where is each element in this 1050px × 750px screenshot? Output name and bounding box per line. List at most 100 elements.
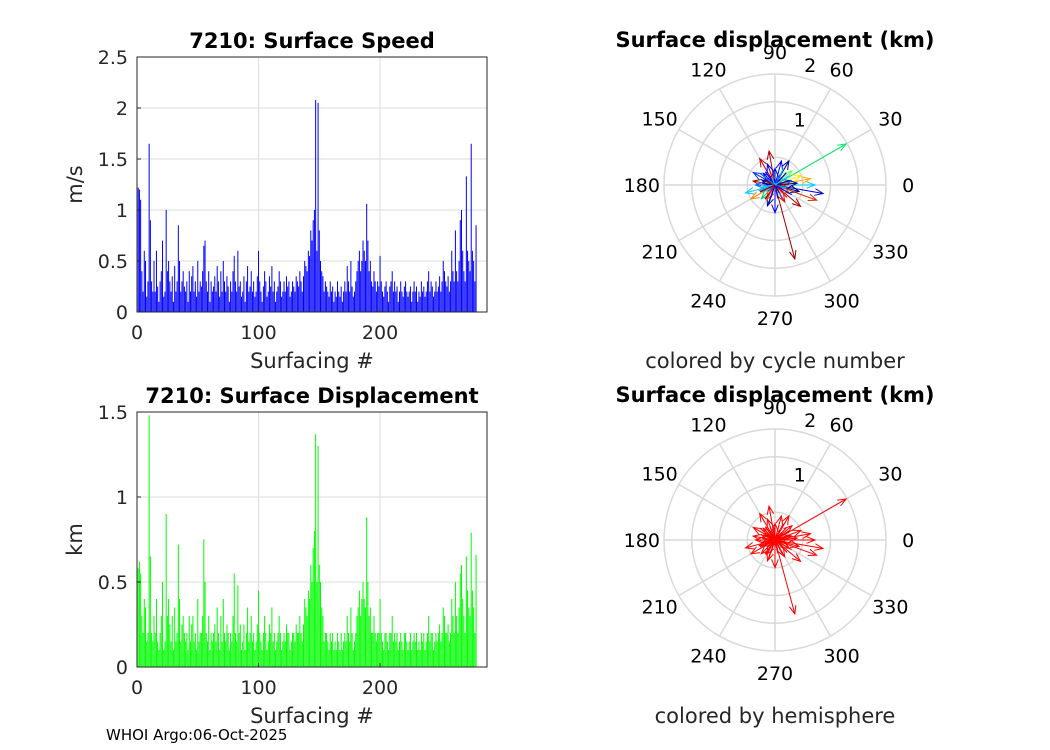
- polar-hemisphere-core-vector: [759, 539, 776, 548]
- polar-cycle-vector: [774, 184, 817, 201]
- polar-hemisphere-angle-label: 270: [757, 663, 793, 685]
- polar-hemisphere-vector-head: [792, 529, 803, 537]
- polar-hemisphere-vector-head: [777, 547, 786, 558]
- polar-hemisphere-angle-label: 150: [642, 463, 678, 485]
- polar-cycle-core-vector: [759, 184, 776, 193]
- polar-hemisphere-angle-label: 90: [763, 397, 787, 419]
- polar-hemisphere-vector-head: [791, 553, 802, 563]
- polar-hemisphere-angle-label: 30: [878, 463, 902, 485]
- polar-hemisphere-core-vector: [764, 526, 776, 541]
- displacement-ytick-label: 1.5: [98, 402, 128, 424]
- polar-cycle-angle-label: 240: [690, 290, 726, 312]
- polar-hemisphere-r-label: 2: [804, 410, 816, 432]
- polar-cycle-core-vector: [774, 184, 792, 196]
- speed-ylabel: m/s: [63, 165, 87, 203]
- polar-cycle-vector-head: [777, 192, 786, 203]
- polar-hemisphere-vector-head: [806, 536, 817, 544]
- speed-ytick-label: 0: [116, 302, 128, 324]
- displacement-axes-box: [136, 411, 488, 668]
- polar-hemisphere-vector-head: [771, 559, 779, 570]
- polar-hemisphere-core-vector: [771, 532, 776, 541]
- speed-xlabel: Surfacing #: [250, 349, 374, 373]
- polar-hemisphere-vector-head: [814, 543, 825, 551]
- polar-hemisphere-vector-head: [752, 526, 763, 535]
- polar-hemisphere-core-vector: [770, 539, 776, 553]
- polar-cycle-vector-head: [814, 188, 825, 196]
- polar-cycle-angle-label: 270: [757, 308, 793, 330]
- polar-cycle-vector-head: [801, 176, 812, 184]
- polar-cycle-vector-head: [807, 193, 818, 201]
- polar-cycle-angle-label: 210: [642, 242, 678, 264]
- polar-cycle-angle-label: 60: [830, 60, 854, 82]
- speed-ytick-label: 1.5: [98, 149, 128, 171]
- polar-hemisphere-angle-label: 120: [690, 415, 726, 437]
- polar-hemisphere-core-vector: [774, 539, 780, 549]
- polar-hemisphere-vector-head: [788, 534, 799, 543]
- polar-cycle-angle-label: 0: [902, 175, 914, 197]
- polar-hemisphere-core-vector: [774, 529, 781, 541]
- displacement-ylabel: km: [63, 523, 87, 556]
- polar-cycle-vector: [774, 143, 847, 186]
- speed-xtick-label: 0: [131, 322, 143, 344]
- polar-hemisphere-title: Surface displacement (km): [615, 383, 934, 407]
- polar-cycle-vector-head: [789, 249, 797, 261]
- polar-hemisphere-angle-label: 210: [642, 597, 678, 619]
- polar-cycle-vector-head: [775, 159, 784, 170]
- polar-cycle-core-vector: [774, 184, 780, 194]
- polar-cycle-vector-head: [790, 185, 801, 194]
- polar-cycle-core-vector: [771, 177, 776, 186]
- polar-hemisphere-vector: [774, 498, 847, 541]
- polar-cycle-vector-head: [792, 174, 803, 182]
- polar-hemisphere-vector: [774, 539, 817, 556]
- polar-cycle-core-vector: [774, 174, 781, 186]
- polar-hemisphere-caption: colored by hemisphere: [655, 704, 896, 728]
- polar-cycle-core-vector: [760, 184, 776, 188]
- polar-hemisphere-core-vector: [774, 539, 781, 542]
- displacement-ytick-label: 0.5: [98, 572, 128, 594]
- polar-hemisphere-vector-head: [744, 542, 755, 550]
- displacement-xtick-label: 100: [240, 677, 276, 699]
- polar-cycle-vector-head: [771, 204, 779, 215]
- speed-ytick-label: 2.5: [98, 47, 128, 69]
- polar-hemisphere-vector-head: [801, 531, 812, 539]
- polar-cycle-vector-head: [749, 191, 760, 200]
- polar-cycle-r-label: 1: [794, 110, 806, 132]
- polar-hemisphere-angle-label: 330: [872, 597, 908, 619]
- polar-cycle-vector-head: [788, 179, 799, 188]
- polar-hemisphere-core-vector: [774, 539, 792, 551]
- polar-hemisphere-angle-label: 300: [823, 645, 859, 667]
- polar-hemisphere-r-label: 1: [794, 465, 806, 487]
- polar-cycle-vector-head: [837, 143, 848, 152]
- displacement-title: 7210: Surface Displacement: [145, 384, 478, 408]
- polar-cycle-r-label: 2: [804, 55, 816, 77]
- speed-xtick-label: 100: [240, 322, 276, 344]
- polar-hemisphere-vector-head: [759, 512, 768, 523]
- polar-cycle-vector-head: [766, 149, 775, 161]
- polar-cycle-core-vector: [774, 184, 781, 187]
- polar-hemisphere-core-vector: [760, 528, 776, 541]
- polar-hemisphere-vector-head: [766, 551, 774, 563]
- polar-hemisphere-angle-label: 180: [624, 530, 660, 552]
- polar-cycle-angle-label: 330: [872, 242, 908, 264]
- polar-cycle-title: Surface displacement (km): [615, 28, 934, 52]
- displacement-ytick-label: 1: [116, 487, 128, 509]
- displacement-xtick-label: 200: [362, 677, 398, 699]
- polar-cycle-angle-label: 30: [878, 108, 902, 130]
- polar-cycle-core-vector: [764, 171, 776, 186]
- polar-hemisphere-vector-head: [807, 548, 818, 556]
- footer-credit: WHOI Argo:06-Oct-2025: [106, 726, 288, 744]
- speed-ytick-label: 1: [116, 200, 128, 222]
- polar-hemisphere-core-vector: [774, 539, 788, 553]
- polar-hemisphere-vector-head: [749, 546, 760, 555]
- polar-cycle-vector-head: [744, 187, 755, 195]
- polar-cycle-vector-head: [752, 171, 763, 180]
- polar-cycle-core-vector: [774, 175, 790, 186]
- polar-hemisphere-vector-head: [837, 498, 848, 507]
- polar-cycle-angle-label: 120: [690, 60, 726, 82]
- polar-hemisphere-angle-label: 240: [690, 645, 726, 667]
- speed-axes-box: [136, 56, 488, 313]
- polar-cycle-core-vector: [760, 173, 776, 186]
- polar-hemisphere-vector-head: [781, 514, 790, 525]
- speed-ytick-label: 0.5: [98, 251, 128, 273]
